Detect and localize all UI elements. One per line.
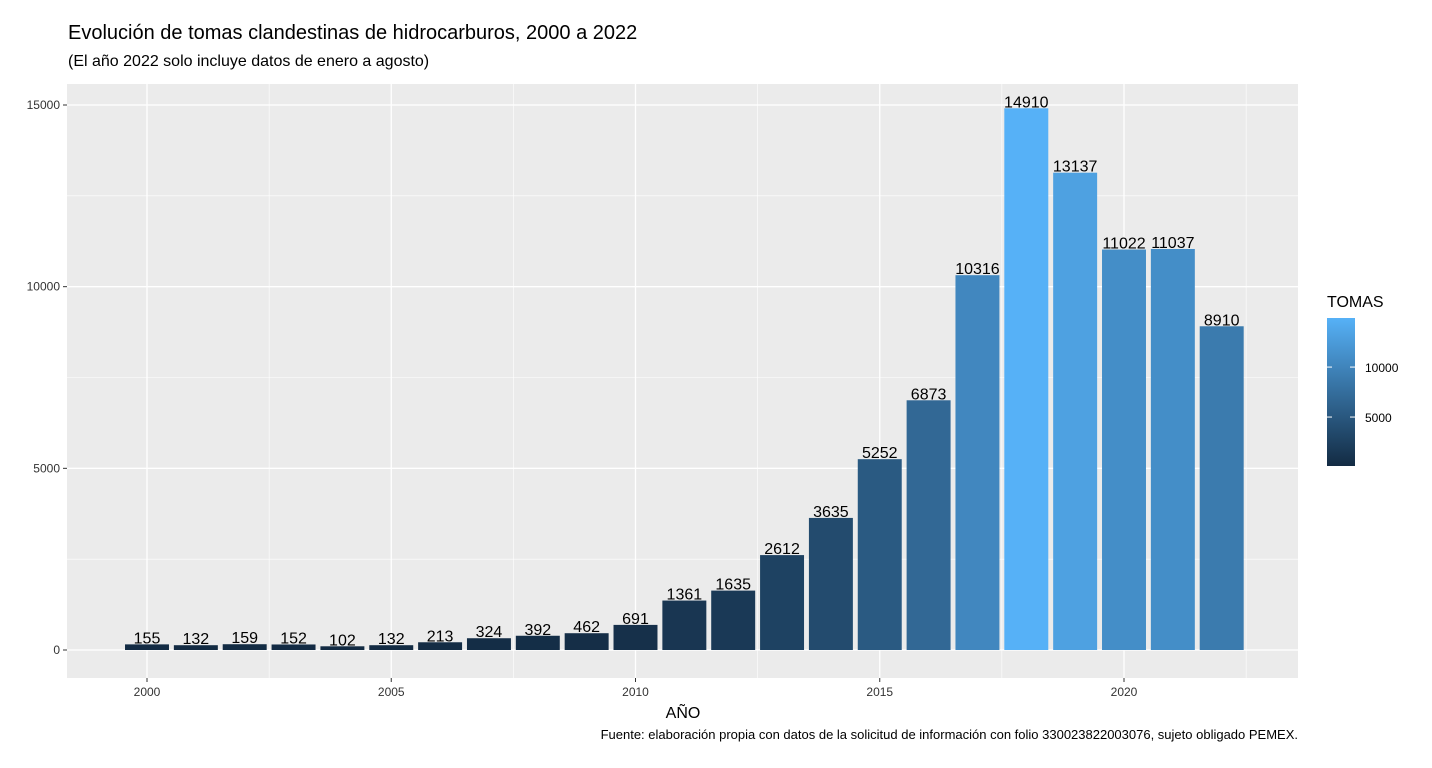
data-label-2018: 14910 <box>1004 94 1049 111</box>
legend-tick-label: 5000 <box>1365 411 1392 425</box>
data-label-2007: 324 <box>476 624 503 641</box>
data-label-2017: 10316 <box>955 261 1000 278</box>
x-tick-label: 2000 <box>134 685 161 699</box>
data-label-2001: 132 <box>182 631 209 648</box>
bar-2015 <box>857 459 902 650</box>
chart-title: Evolución de tomas clandestinas de hidro… <box>68 22 638 44</box>
bar-2020 <box>1102 249 1146 650</box>
x-tick-label: 2005 <box>378 685 405 699</box>
data-label-2015: 5252 <box>862 445 898 462</box>
data-label-2003: 152 <box>280 630 307 647</box>
y-tick-label: 0 <box>53 643 60 657</box>
y-tick-label: 10000 <box>27 280 61 294</box>
bar-2012 <box>711 590 756 650</box>
bar-2003 <box>271 644 316 650</box>
bar-2011 <box>662 600 707 650</box>
x-tick-label: 2010 <box>622 685 649 699</box>
legend-title: TOMAS <box>1327 294 1384 311</box>
bar-2009 <box>564 633 609 650</box>
bar-2013 <box>760 555 805 650</box>
x-tick-label: 2015 <box>866 685 893 699</box>
data-label-2016: 6873 <box>911 386 947 403</box>
data-label-2005: 132 <box>378 631 405 648</box>
bar-2017 <box>955 275 1000 650</box>
legend-tick-label: 10000 <box>1365 361 1399 375</box>
legend-colorbar <box>1327 318 1355 466</box>
data-label-2008: 392 <box>524 622 551 639</box>
bar-2005 <box>369 645 414 650</box>
data-label-2006: 213 <box>427 628 454 645</box>
data-label-2009: 462 <box>573 619 600 636</box>
bar-2000 <box>125 644 169 650</box>
bar-2008 <box>515 635 560 650</box>
data-label-2013: 2612 <box>764 541 800 558</box>
data-label-2002: 159 <box>231 630 258 647</box>
bar-2022 <box>1199 326 1244 650</box>
data-label-2022: 8910 <box>1204 312 1240 329</box>
bar-2010 <box>613 624 658 650</box>
x-tick-label: 2020 <box>1111 685 1138 699</box>
data-label-2012: 1635 <box>715 577 751 594</box>
bar-2019 <box>1053 172 1098 650</box>
chart-subtitle: (El año 2022 solo incluye datos de enero… <box>68 53 430 70</box>
data-label-2011: 1361 <box>667 587 703 604</box>
data-label-2000: 155 <box>134 630 161 647</box>
bar-2007 <box>466 638 511 650</box>
bar-2006 <box>418 642 463 650</box>
bar-2016 <box>906 400 951 650</box>
bar-2021 <box>1150 248 1195 650</box>
bar-2014 <box>808 517 853 650</box>
data-label-2004: 102 <box>329 632 356 649</box>
x-axis-label: AÑO <box>666 702 701 722</box>
bar-2018 <box>1004 108 1049 650</box>
bar-2004 <box>320 646 365 650</box>
data-label-2020: 11022 <box>1102 236 1145 253</box>
data-label-2014: 3635 <box>813 504 849 521</box>
bar-2002 <box>222 644 267 650</box>
data-label-2010: 691 <box>622 611 649 628</box>
bar-2001 <box>173 645 218 650</box>
y-tick-label: 15000 <box>27 98 61 112</box>
data-label-2019: 13137 <box>1053 159 1098 176</box>
chart-caption: Fuente: elaboración propia con datos de … <box>600 727 1298 742</box>
data-label-2021: 11037 <box>1151 235 1194 252</box>
y-tick-label: 5000 <box>33 461 60 475</box>
